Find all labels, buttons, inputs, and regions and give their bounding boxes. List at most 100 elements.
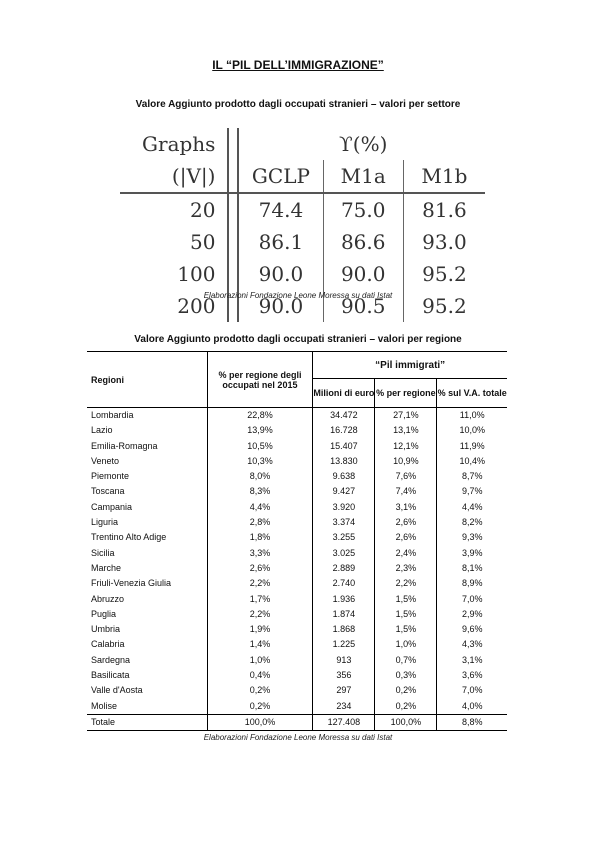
total-milioni: 127.408	[312, 713, 376, 731]
pct-occupati-cell: 4,4%	[206, 499, 314, 516]
pct-va-cell: 9,3%	[461, 532, 483, 543]
pct-occupati-header: % per regione degli occupati nel 2015	[206, 351, 314, 408]
pct-regione-cell: 0,2%	[374, 683, 438, 699]
v-header: (|V|)	[120, 160, 229, 194]
pct-regione-cell: 27,1%	[374, 407, 438, 424]
milioni-cell: 9.427	[312, 484, 376, 500]
milioni-cell: 297	[312, 683, 376, 699]
table-row: Emilia-Romagna 10,5% 15.407 12,1% 11,9%	[87, 438, 507, 454]
table-row: Friuli-Venezia Giulia 2,2% 2.740 2,2% 8,9%	[87, 576, 507, 592]
pct-regione-header: % per regione	[374, 378, 438, 408]
pct-regione-cell: 12,1%	[374, 438, 438, 454]
region-table-source: Elaborazioni Fondazione Leone Moressa su…	[203, 733, 393, 742]
region-table-body: Lombardia 22,8% 34.472 27,1% 11,0% Lazio 13,9%…	[87, 407, 507, 715]
pct-occupati-cell: 2,8%	[206, 515, 314, 531]
sector-row: 200 90.0 90.5 95.2	[120, 290, 485, 322]
table-row: Lombardia 22,8% 34.472 27,1% 11,0%	[87, 407, 507, 424]
milioni-cell: 913	[312, 652, 376, 669]
milioni-cell: 15.407	[312, 438, 376, 454]
milioni-cell: 3.255	[312, 530, 376, 546]
pct-regione-cell: 1,5%	[374, 606, 438, 623]
gclp-cell: 86.1	[258, 230, 304, 254]
table-row: Piemonte 8,0% 9.638 7,6% 8,7%	[87, 469, 507, 485]
pct-va-cell: 3,9%	[461, 547, 483, 558]
pct-va-cell: 9,7%	[461, 486, 483, 497]
region-name-cell: Sicilia	[91, 547, 115, 558]
regioni-header: Regioni	[87, 351, 208, 408]
table-row: Sicilia 3,3% 3.025 2,4% 3,9%	[87, 545, 507, 561]
milioni-cell: 3.025	[312, 545, 376, 561]
graphs-cell: 50	[190, 230, 216, 254]
region-table-caption: Valore Aggiunto prodotto dagli occupati …	[134, 334, 462, 345]
m1b-cell: 95.2	[422, 262, 467, 286]
sector-table-caption: Valore Aggiunto prodotto dagli occupati …	[135, 99, 461, 110]
pct-occupati-cell: 10,5%	[206, 438, 314, 454]
region-header-row-2: Milioni di euro % per regione % sul V.A.…	[87, 378, 507, 408]
region-name-cell: Calabria	[91, 639, 125, 650]
pct-regione-cell: 0,3%	[374, 668, 438, 684]
sector-header-row-1: Graphs ϒ(%)	[120, 128, 485, 160]
pct-regione-cell: 1,0%	[374, 637, 438, 653]
sector-table-source: Elaborazioni Fondazione Leone Moressa su…	[203, 291, 393, 300]
region-name-cell: Lombardia	[91, 410, 134, 420]
pct-va-cell: 4,4%	[461, 501, 483, 512]
graphs-cell: 200	[177, 294, 216, 318]
table-row: Marche 2,6% 2.889 2,3% 8,1%	[87, 560, 507, 577]
pct-regione-cell: 1,5%	[374, 622, 438, 638]
table-row: Liguria 2,8% 3.374 2,6% 8,2%	[87, 515, 507, 531]
m1b-cell: 81.6	[422, 198, 467, 222]
m1a-header: M1a	[322, 160, 404, 194]
region-table: Regioni % per regione degli occupati nel…	[87, 351, 507, 731]
milioni-header: Milioni di euro	[312, 378, 376, 408]
pct-va-cell: 2,9%	[461, 608, 483, 619]
graphs-header: Graphs	[142, 132, 216, 156]
milioni-cell: 1.868	[312, 622, 376, 638]
gclp-cell: 74.4	[258, 198, 304, 222]
total-row: Totale 100,0% 127.408 100,0% 8,8%	[87, 713, 507, 731]
graphs-cell: 100	[177, 262, 216, 286]
m1b-header: M1b	[403, 160, 485, 194]
upsilon-header: ϒ(%)	[339, 132, 388, 156]
pct-occupati-cell: 1,4%	[206, 637, 314, 653]
pct-occupati-cell: 2,6%	[206, 560, 314, 577]
pct-regione-cell: 2,3%	[374, 560, 438, 577]
table-row: Campania 4,4% 3.920 3,1% 4,4%	[87, 499, 507, 516]
pct-occupati-cell: 0,2%	[206, 698, 314, 715]
pct-va-cell: 3,1%	[461, 654, 483, 665]
gclp-cell: 90.0	[258, 294, 304, 318]
pct-occupati-cell: 8,0%	[206, 469, 314, 485]
milioni-cell: 2.740	[312, 576, 376, 592]
milioni-cell: 1.225	[312, 637, 376, 653]
milioni-cell: 356	[312, 668, 376, 684]
region-name-cell: Toscana	[91, 486, 125, 497]
pct-va-cell: 7,0%	[461, 685, 483, 696]
table-row: Molise 0,2% 234 0,2% 4,0%	[87, 698, 507, 715]
region-name-cell: Campania	[91, 501, 133, 512]
pct-occupati-cell: 22,8%	[206, 407, 314, 424]
milioni-cell: 34.472	[312, 407, 376, 424]
pct-regione-cell: 7,6%	[374, 469, 438, 485]
milioni-cell: 234	[312, 698, 376, 715]
region-name-cell: Liguria	[91, 517, 119, 528]
graphs-cell: 20	[190, 198, 216, 222]
total-pct-regione: 100,0%	[374, 713, 438, 731]
table-row: Abruzzo 1,7% 1.936 1,5% 7,0%	[87, 591, 507, 607]
sector-row: 100 90.0 90.0 95.2	[120, 258, 485, 290]
milioni-cell: 2.889	[312, 560, 376, 577]
pct-va-cell: 8,1%	[461, 562, 483, 573]
region-name-cell: Lazio	[91, 425, 113, 436]
m1a-cell: 90.5	[322, 290, 404, 322]
milioni-cell: 13.830	[312, 453, 376, 470]
milioni-cell: 1.936	[312, 591, 376, 607]
region-header-row-1: Regioni % per regione degli occupati nel…	[87, 351, 507, 408]
pct-va-cell: 11,0%	[459, 410, 485, 420]
pct-occupati-cell: 10,3%	[206, 453, 314, 470]
pct-occupati-cell: 8,3%	[206, 484, 314, 500]
gclp-header: GCLP	[238, 160, 324, 194]
pct-occupati-cell: 1,7%	[206, 591, 314, 607]
total-pct-va: 8,8%	[436, 713, 507, 731]
pct-va-cell: 8,9%	[461, 578, 483, 589]
pct-occupati-cell: 3,3%	[206, 545, 314, 561]
sector-header-row-2: (|V|) GCLP M1a M1b	[120, 160, 485, 194]
total-label: Totale	[87, 713, 208, 731]
